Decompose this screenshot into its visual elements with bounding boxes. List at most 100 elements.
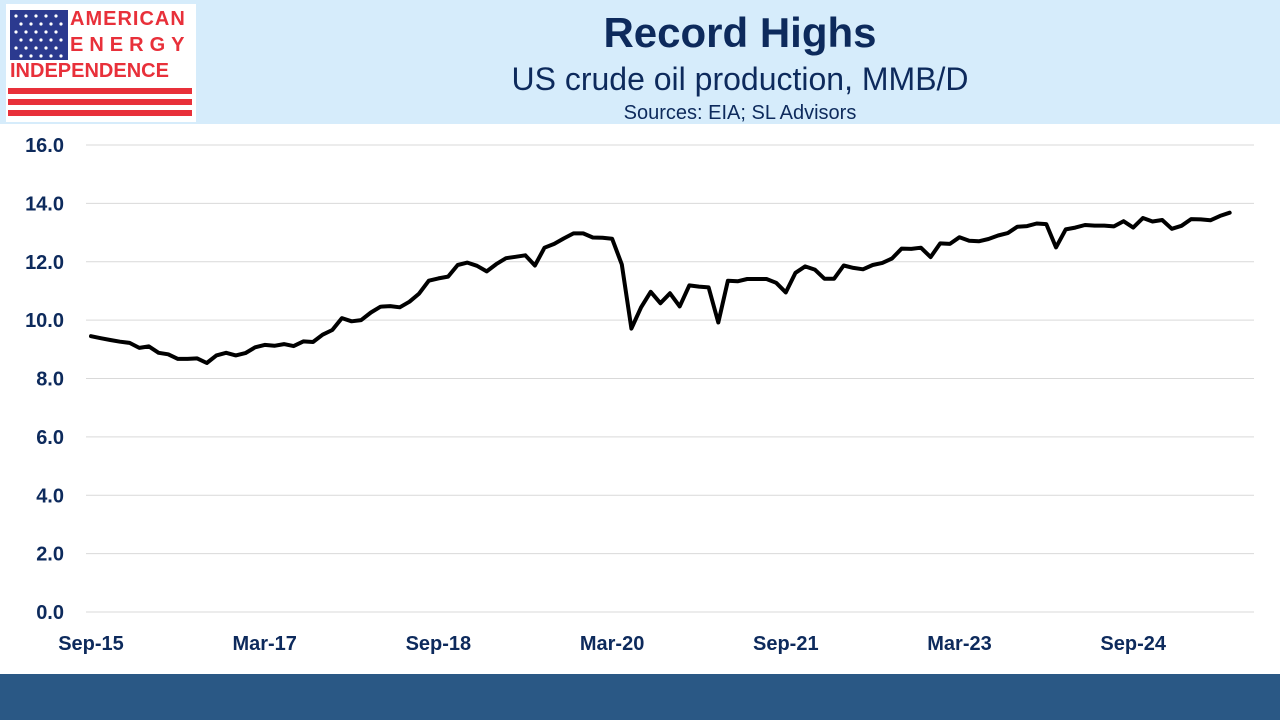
data-point (813, 268, 817, 272)
data-point (900, 247, 904, 251)
y-tick-label: 12.0 (25, 252, 64, 274)
data-point (562, 236, 566, 240)
data-point (774, 281, 778, 285)
data-point (765, 277, 769, 281)
data-point (822, 277, 826, 281)
data-point (668, 291, 672, 295)
data-point (243, 351, 247, 355)
data-point (1006, 231, 1010, 235)
data-point (996, 233, 1000, 237)
data-point (214, 353, 218, 357)
series-layer (89, 210, 1232, 365)
data-point (1160, 218, 1164, 222)
data-point (379, 305, 383, 309)
data-point (186, 357, 190, 361)
x-tick-label: Sep-24 (1100, 633, 1166, 655)
data-point (128, 341, 132, 345)
data-point (533, 264, 537, 268)
data-point (1083, 223, 1087, 227)
data-point (736, 279, 740, 283)
y-tick-label: 6.0 (36, 427, 64, 449)
data-point (137, 346, 141, 350)
chart-source: Sources: EIA; SL Advisors (623, 102, 857, 124)
data-point (909, 247, 913, 251)
data-point (1073, 226, 1077, 230)
data-point (523, 253, 527, 257)
data-point (581, 231, 585, 235)
x-tick-label: Mar-20 (580, 633, 644, 655)
data-point (1179, 224, 1183, 228)
data-point (234, 353, 238, 357)
data-point (475, 264, 479, 268)
data-point (108, 338, 112, 342)
y-axis-tick-labels: 0.0 2.0 4.0 6.0 8.0 10.0 12.0 14.0 16.0 (25, 135, 64, 624)
data-point (842, 264, 846, 268)
data-point (938, 241, 942, 245)
data-point (118, 340, 122, 344)
data-point (340, 316, 344, 320)
data-point (726, 279, 730, 283)
data-point (803, 264, 807, 268)
us-flag-icon (10, 10, 68, 60)
y-tick-label: 2.0 (36, 544, 64, 566)
data-point (1218, 214, 1222, 218)
logo-text-american: AMERICAN (70, 8, 186, 30)
data-point (514, 255, 518, 259)
data-point (1208, 218, 1212, 222)
x-tick-label: Mar-23 (927, 633, 991, 655)
data-point (629, 327, 633, 331)
data-point (977, 239, 981, 243)
data-point (388, 304, 392, 308)
data-point (1102, 224, 1106, 228)
data-point (1044, 222, 1048, 226)
data-point (417, 292, 421, 296)
line-chart: 0.0 2.0 4.0 6.0 8.0 10.0 12.0 14.0 16.0 Sep-15 Ma… (25, 135, 1254, 655)
data-point (1228, 211, 1232, 215)
header-band (0, 0, 1280, 124)
data-point (543, 246, 547, 250)
data-point (1189, 217, 1193, 221)
data-point (919, 246, 923, 250)
data-point (851, 266, 855, 270)
data-point (967, 239, 971, 243)
data-point (755, 277, 759, 281)
x-axis-tick-labels: Sep-15 Mar-17 Sep-18 Mar-20 Sep-21 Mar-23 Sep-… (58, 633, 1167, 655)
data-point (350, 319, 354, 323)
y-tick-label: 10.0 (25, 310, 64, 332)
data-point (1054, 245, 1058, 249)
data-point (880, 261, 884, 265)
data-point (465, 261, 469, 265)
grid-lines (86, 144, 1254, 613)
data-point (446, 275, 450, 279)
y-tick-label: 14.0 (25, 193, 64, 215)
american-energy-independence-logo: AMERICAN ENERGY INDEPENDENCE (6, 4, 196, 122)
chart-subtitle: US crude oil production, MMB/D (511, 61, 969, 97)
data-point (292, 344, 296, 348)
data-point (263, 343, 267, 347)
data-point (195, 356, 199, 360)
data-point (552, 242, 556, 246)
data-point (678, 304, 682, 308)
data-point (716, 320, 720, 324)
x-tick-label: Sep-18 (406, 633, 472, 655)
data-point (572, 231, 576, 235)
data-point (205, 361, 209, 365)
data-point (697, 285, 701, 289)
y-tick-label: 0.0 (36, 602, 64, 624)
data-point (1199, 217, 1203, 221)
data-point (359, 318, 363, 322)
data-point (948, 242, 952, 246)
logo-text-energy: ENERGY (70, 34, 191, 56)
data-point (658, 301, 662, 305)
data-point (600, 236, 604, 240)
data-point (321, 333, 325, 337)
data-point (494, 262, 498, 266)
data-point (610, 237, 614, 241)
data-point (1035, 222, 1039, 226)
data-point (282, 342, 286, 346)
x-tick-label: Sep-15 (58, 633, 124, 655)
data-point (1064, 227, 1068, 231)
logo-stripes (8, 88, 192, 116)
data-point (407, 300, 411, 304)
